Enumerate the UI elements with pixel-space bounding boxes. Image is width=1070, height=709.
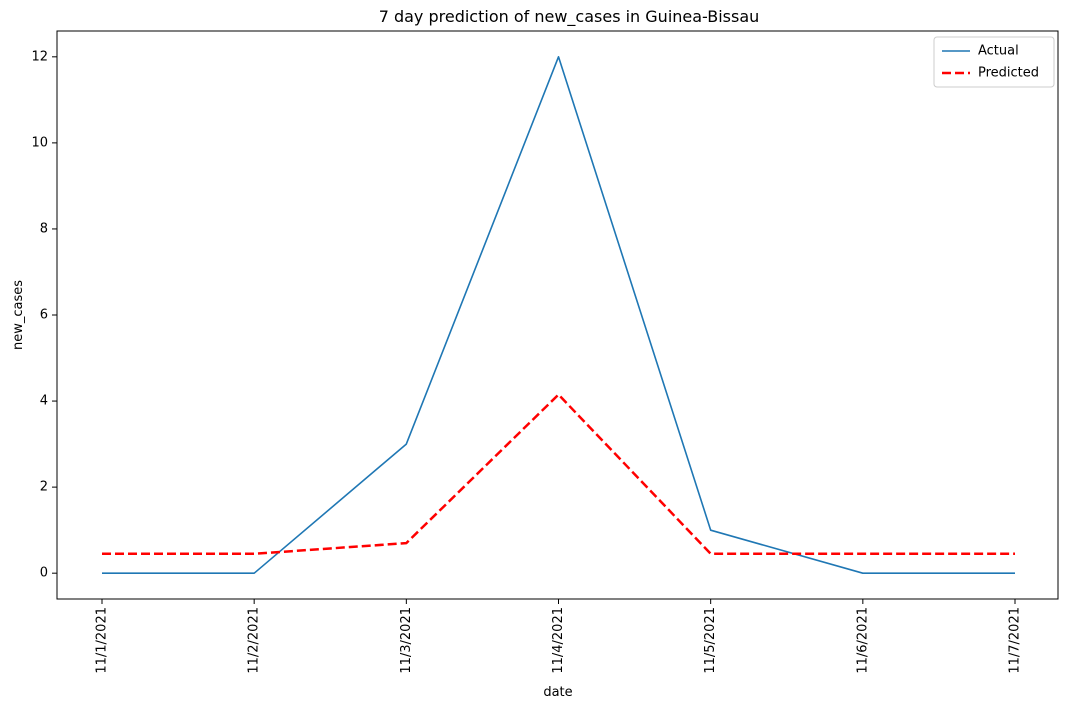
x-tick-label: 11/7/2021 <box>1008 607 1023 674</box>
x-tick-label: 11/3/2021 <box>399 607 414 674</box>
legend-label-actual: Actual <box>978 44 1019 59</box>
y-axis: 0 2 4 6 8 10 12 <box>31 49 57 581</box>
y-tick-label: 0 <box>40 566 48 581</box>
y-tick-label: 4 <box>40 394 48 409</box>
series-line-predicted <box>102 393 1015 556</box>
y-tick-label: 6 <box>40 308 48 323</box>
x-axis: 11/1/2021 11/2/2021 11/3/2021 11/4/2021 11/5… <box>95 599 1023 674</box>
plot-frame <box>56 30 1059 600</box>
chart-title: 7 day prediction of new_cases in Guinea-… <box>379 7 760 27</box>
x-axis-title: date <box>543 685 572 700</box>
x-tick-label: 11/4/2021 <box>551 607 566 674</box>
y-axis-title: new_cases <box>11 280 26 350</box>
x-tick-label: 11/5/2021 <box>703 607 718 674</box>
x-tick-label: 11/1/2021 <box>95 607 110 674</box>
series-layer <box>102 55 1015 575</box>
y-tick-label: 10 <box>31 135 48 150</box>
series-line-actual <box>102 55 1015 575</box>
x-tick-label: 11/6/2021 <box>855 607 870 674</box>
y-tick-label: 8 <box>40 221 48 236</box>
legend-box <box>933 36 1055 88</box>
y-tick-label: 12 <box>31 49 48 64</box>
x-tick-label: 11/2/2021 <box>247 607 262 674</box>
y-tick-label: 2 <box>40 480 48 495</box>
legend-label-predicted: Predicted <box>978 66 1039 81</box>
legend: Actual Predicted <box>933 36 1055 88</box>
